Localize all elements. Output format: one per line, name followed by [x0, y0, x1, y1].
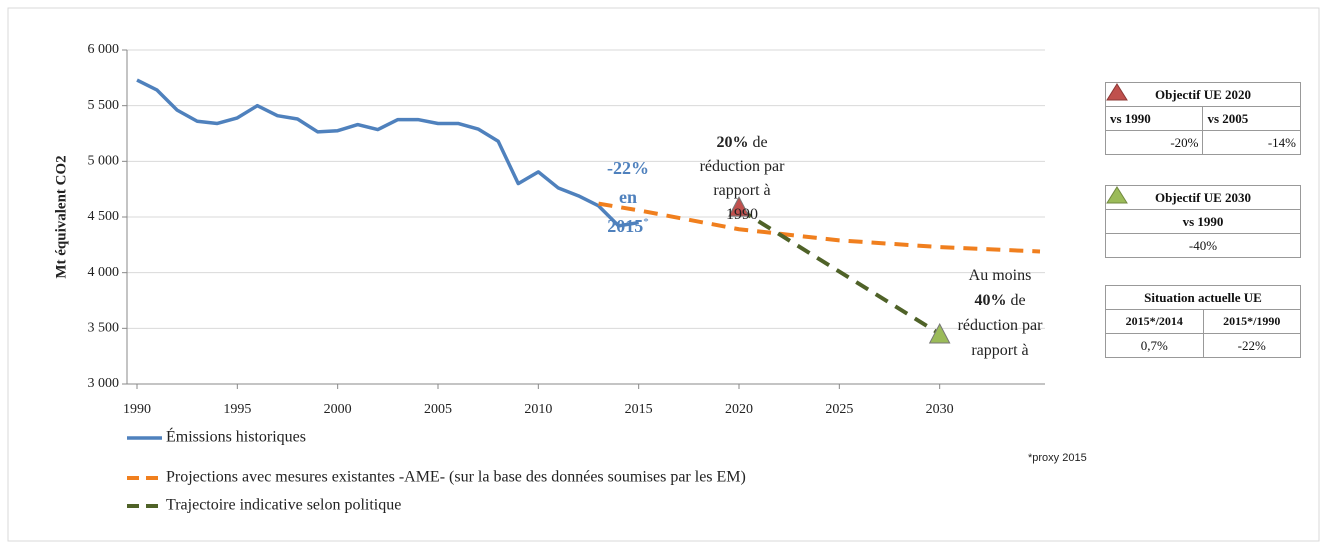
- series-line: [136, 78, 639, 228]
- table-cell: 0,7%: [1105, 333, 1204, 358]
- annotation: rapport à: [713, 182, 770, 199]
- table-situation: Situation actuelle UE 2015*/2014 2015*/19…: [1105, 285, 1301, 358]
- x-tick-label: 2010: [524, 402, 552, 417]
- y-tick-label: 5 500: [88, 98, 120, 113]
- y-tick-label: 4 000: [88, 265, 120, 280]
- legend-label: Projections avec mesures existantes -AME…: [166, 469, 746, 486]
- table-2030: Objectif UE 2030 vs 1990 -40%: [1105, 185, 1301, 258]
- y-axis-label: Mt équivalent CO2: [53, 155, 69, 278]
- table-header: vs 1990: [1105, 209, 1301, 234]
- annotation: 20% de: [716, 134, 767, 151]
- annotation: Au moins: [969, 267, 1032, 284]
- annotation-part: rapport à: [971, 342, 1028, 359]
- annotation: 40% de: [974, 292, 1025, 309]
- annotation-part: Au moins: [969, 267, 1032, 284]
- y-tick-label: 3 000: [88, 376, 120, 391]
- annotation-part: réduction par: [700, 158, 786, 175]
- table-cell: -20%: [1104, 130, 1204, 155]
- table-2020: Objectif UE 2020 vs 1990 vs 2005 -20% -14%: [1104, 82, 1301, 155]
- annotation: réduction par: [958, 317, 1044, 334]
- annotation-part: réduction par: [958, 317, 1044, 334]
- annotation-part: en: [619, 187, 637, 207]
- annotation-part: de: [748, 134, 767, 151]
- y-tick-label: 4 500: [88, 209, 120, 224]
- footnote: *proxy 2015: [1028, 452, 1087, 464]
- x-tick-label: 2025: [825, 402, 853, 417]
- icon: [1105, 82, 1128, 100]
- annotation-part: 20%: [716, 134, 748, 151]
- table-title-text: Objectif UE 2020: [1154, 86, 1252, 102]
- table-title-text: Objectif UE 2030: [1154, 189, 1252, 205]
- table-cell: -40%: [1105, 233, 1301, 258]
- table-title: Objectif UE 2020: [1105, 82, 1301, 107]
- x-tick-label: 2020: [725, 402, 753, 417]
- annotation-part: rapport à: [713, 182, 770, 199]
- target-marker: [928, 322, 951, 344]
- table-cell: -22%: [1202, 333, 1301, 358]
- annotation: 1990: [726, 206, 758, 223]
- annotation-part: 2015: [607, 216, 643, 236]
- target-marker: [728, 196, 750, 217]
- annotation-part: -22%: [607, 158, 649, 178]
- annotation: réduction par: [700, 158, 786, 175]
- y-tick-label: 5 000: [88, 154, 120, 169]
- table-cell: -14%: [1202, 130, 1301, 155]
- x-tick-label: 1995: [223, 402, 251, 417]
- icon: [1105, 185, 1128, 203]
- annotation-part: 1990: [726, 206, 758, 223]
- y-tick-label: 3 500: [88, 321, 120, 336]
- x-tick-label: 2000: [324, 402, 352, 417]
- y-tick-label: 6 000: [88, 42, 120, 57]
- series-line: [737, 207, 941, 336]
- annotation-part: de: [1006, 292, 1025, 309]
- x-tick-label: 2030: [926, 402, 954, 417]
- table-header: 2015*/1990: [1202, 309, 1301, 334]
- table-header: vs 2005: [1202, 106, 1301, 131]
- legend-label: Trajectoire indicative selon politique: [166, 497, 401, 514]
- annotation: 2015*: [607, 216, 649, 237]
- x-tick-label: 2015: [625, 402, 653, 417]
- table-header: 2015*/2014: [1105, 309, 1204, 334]
- table-title: Situation actuelle UE: [1105, 285, 1301, 310]
- annotation-part: 40%: [974, 292, 1006, 309]
- legend-label: Émissions historiques: [166, 427, 306, 446]
- x-tick-label: 2005: [424, 402, 452, 417]
- annotation: rapport à: [971, 342, 1028, 359]
- annotation: en: [619, 187, 637, 207]
- table-title: Objectif UE 2030: [1105, 185, 1301, 210]
- series-line: [598, 201, 1041, 254]
- table-header: vs 1990: [1104, 106, 1204, 131]
- annotation-part: *: [643, 216, 649, 228]
- annotation: -22%: [607, 158, 649, 178]
- frame: [7, 7, 1320, 542]
- x-tick-label: 1990: [123, 402, 151, 417]
